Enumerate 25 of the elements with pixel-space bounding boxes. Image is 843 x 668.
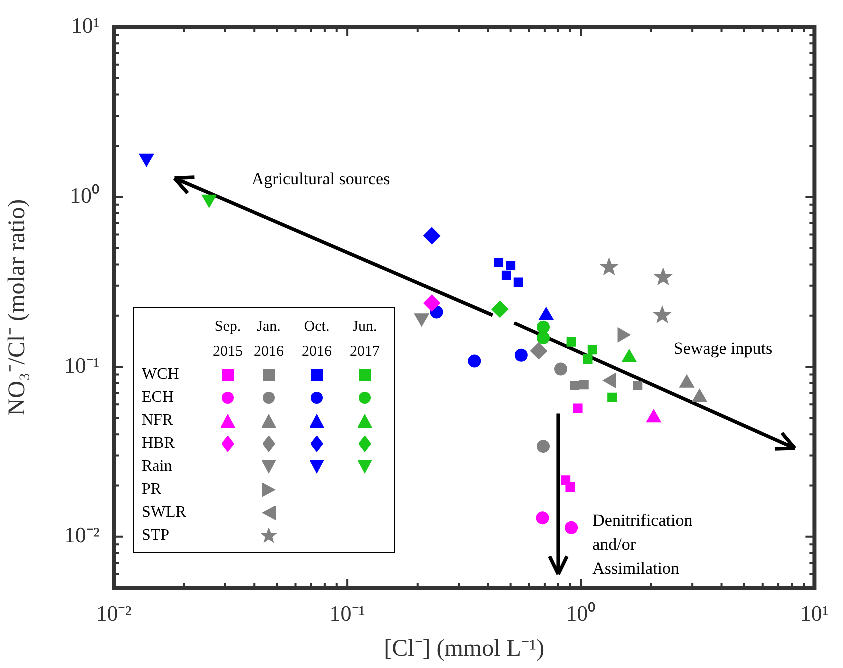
annotation: NFR xyxy=(142,412,174,430)
x-tick-label: 10⁰ xyxy=(566,600,596,626)
annotation: Sep. 2015 xyxy=(212,318,244,362)
x-axis-title: [Cl⁻] (mmol L⁻¹) xyxy=(384,636,545,662)
y-tick-label: 10¹ xyxy=(71,12,100,38)
annotation: Sewage inputs xyxy=(674,338,773,358)
annotation: Agricultural sources xyxy=(252,170,390,189)
annotation: Denitrification and/or Assimilation xyxy=(592,510,694,578)
annotation: PR xyxy=(142,481,162,499)
y-tick-label: 10⁰ xyxy=(70,182,100,208)
x-tick-label: 10⁻¹ xyxy=(330,600,366,626)
y-tick-label: 10⁻² xyxy=(64,522,100,548)
annotation: Rain xyxy=(142,458,172,476)
annotation: ECH xyxy=(142,389,174,407)
y-tick-label: 10⁻¹ xyxy=(64,352,100,378)
annotation: WCH xyxy=(142,366,180,384)
annotation: SWLR xyxy=(142,504,186,522)
annotation: Jan. 2016 xyxy=(253,318,285,362)
x-tick-label: 10¹ xyxy=(800,600,830,626)
y-axis-title: NO₃⁻/Cl⁻ (molar ratio) xyxy=(4,199,31,416)
annotation: Jun. 2017 xyxy=(349,318,381,362)
annotation: Oct. 2016 xyxy=(301,318,333,362)
x-tick-label: 10⁻² xyxy=(96,600,132,626)
annotation: STP xyxy=(142,527,170,545)
annotation: HBR xyxy=(142,435,175,453)
